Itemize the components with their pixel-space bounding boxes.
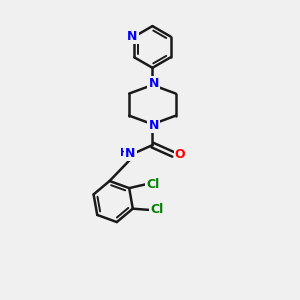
Text: N: N bbox=[148, 119, 159, 132]
Text: Cl: Cl bbox=[146, 178, 160, 191]
Text: N: N bbox=[127, 30, 138, 43]
Text: H: H bbox=[120, 148, 129, 158]
Text: Cl: Cl bbox=[150, 203, 163, 216]
Text: O: O bbox=[175, 148, 185, 161]
Text: N: N bbox=[148, 77, 159, 90]
Text: N: N bbox=[125, 147, 136, 160]
